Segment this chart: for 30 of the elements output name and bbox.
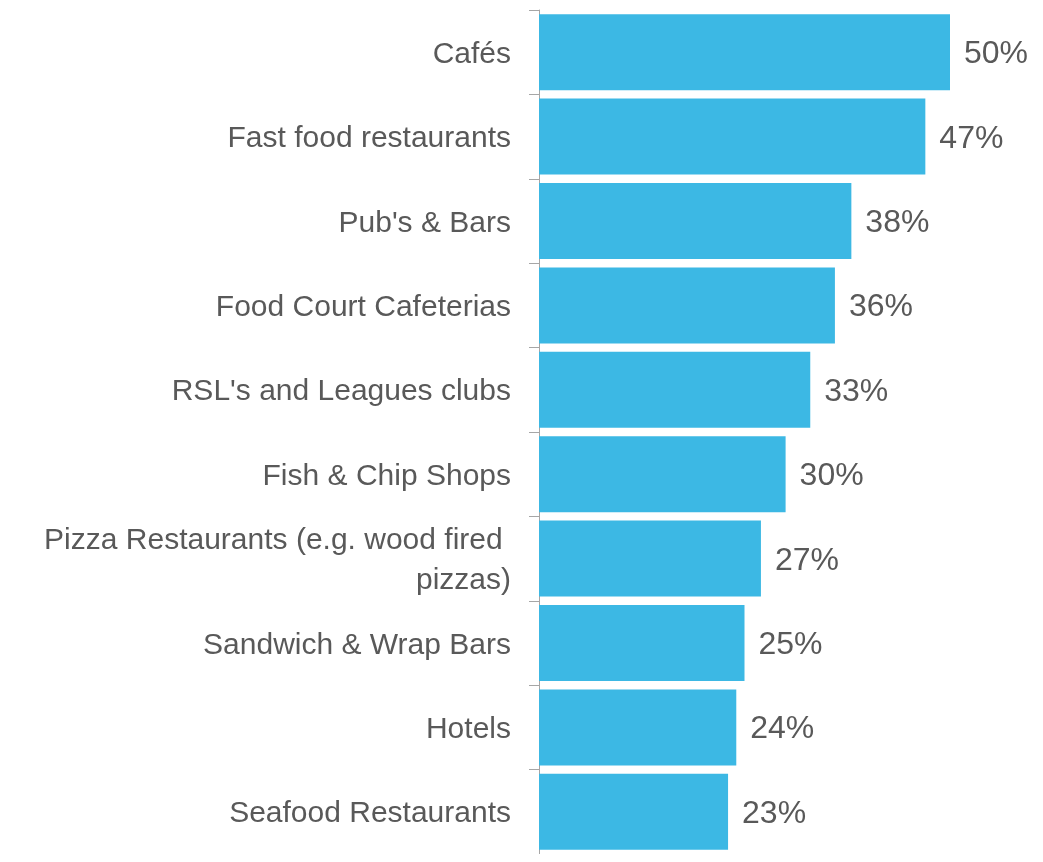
y-tick-label: Hotels (425, 710, 511, 744)
bar (539, 520, 761, 597)
data-label: 23% (742, 793, 807, 830)
bar (539, 267, 835, 344)
bar (539, 14, 950, 91)
y-tick-label: Cafés (432, 35, 511, 69)
y-tick-label: Fish & Chip Shops (262, 457, 511, 491)
data-label: 30% (799, 456, 864, 493)
bar (539, 605, 745, 681)
data-label: 50% (964, 34, 1029, 71)
data-label: 27% (774, 540, 839, 577)
data-label: 38% (865, 203, 930, 239)
bar (539, 98, 926, 175)
bar (539, 351, 811, 428)
y-tick-label: Pizza Restaurants (e.g. wood fired pizzas) (44, 522, 511, 596)
bar (539, 689, 737, 766)
data-label: 25% (758, 625, 823, 661)
bar (539, 773, 729, 850)
data-label: 33% (824, 371, 889, 408)
y-tick-label: RSL's and Leagues clubs (171, 373, 511, 407)
data-label: 24% (750, 709, 815, 746)
y-tick-label: Pub's & Bars (338, 204, 511, 238)
data-label: 36% (848, 287, 913, 324)
y-tick-label: Sandwich & Wrap Bars (203, 626, 511, 660)
data-label: 47% (939, 118, 1004, 155)
bar (539, 436, 786, 513)
y-tick-label: Fast food restaurants (227, 120, 511, 154)
y-tick-label: Food Court Cafeterias (215, 288, 511, 322)
bar (539, 183, 852, 259)
y-tick-label: Seafood Restaurants (229, 795, 511, 829)
